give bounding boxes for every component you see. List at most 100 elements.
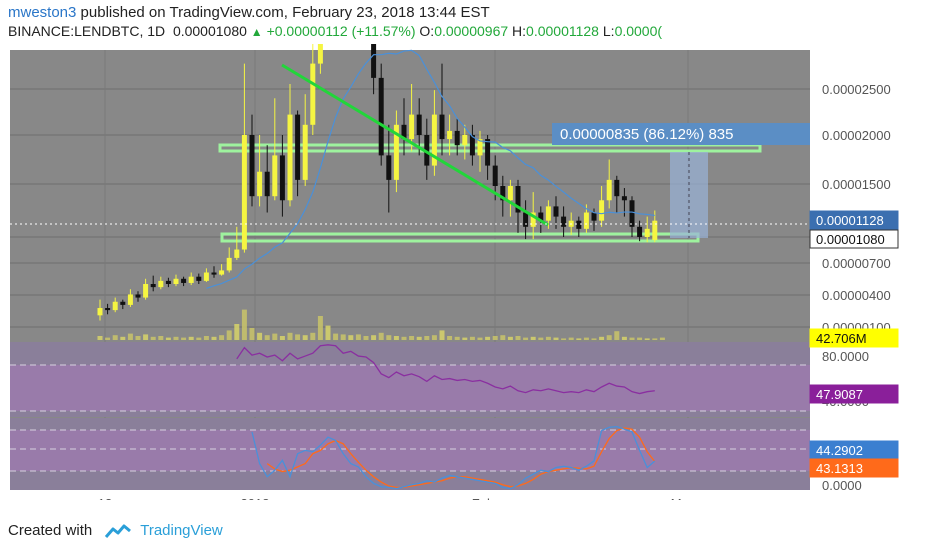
volume-bar	[409, 336, 415, 340]
candle-body	[196, 276, 202, 281]
volume-bar	[272, 333, 278, 340]
volume-bar	[621, 336, 627, 340]
candle-body	[135, 294, 141, 298]
candle-body	[454, 130, 460, 146]
candle-body	[127, 294, 133, 305]
volume-bar	[416, 336, 422, 340]
candle-body	[143, 284, 149, 298]
volume-bar	[561, 338, 567, 340]
price-tick-label: 0.00002500	[822, 82, 891, 97]
candle-body	[181, 278, 187, 283]
stoch-band	[10, 430, 810, 471]
volume-bar	[614, 331, 620, 340]
candle-body	[576, 220, 582, 229]
volume-bar	[629, 337, 635, 340]
candle-body	[462, 135, 468, 146]
chart-area[interactable]: 0.00000835 (86.12%) 835 0.00002500 0.0000…	[0, 0, 932, 520]
volume-bar	[325, 325, 331, 340]
stoch-d-tag-box	[809, 458, 899, 478]
volume-bar	[188, 336, 194, 340]
candle-body	[158, 280, 164, 288]
volume-bar	[492, 336, 498, 340]
candle-body	[234, 249, 240, 258]
candle-body	[424, 135, 430, 166]
volume-bar	[348, 335, 354, 340]
chart-svg[interactable]: 0.00000835 (86.12%) 835 0.00002500 0.0000…	[0, 0, 932, 511]
volume-bar	[523, 337, 529, 340]
volume-bar	[386, 335, 392, 340]
volume-bar	[241, 309, 247, 340]
tradingview-brand[interactable]: TradingView	[140, 522, 223, 539]
stoch-tick-label: 0.0000	[822, 478, 862, 493]
volume-bar	[181, 337, 187, 340]
candle-body	[629, 200, 635, 227]
candle-body	[173, 278, 179, 284]
candle-body	[264, 171, 270, 197]
candle-body	[393, 124, 399, 180]
stoch-k-tag: 44.2902	[816, 443, 863, 458]
price-tick-label: 0.00000400	[822, 288, 891, 303]
volume-bar	[644, 338, 650, 340]
volume-bar	[477, 337, 483, 340]
volume-bar	[363, 336, 369, 340]
volume-bar	[120, 336, 126, 340]
volume-bar	[507, 336, 513, 340]
rsi-value-tag-box	[809, 384, 899, 404]
candle-body	[553, 206, 559, 217]
rsi-line	[236, 344, 655, 395]
volume-bar	[576, 338, 582, 340]
x-tick-label: Mar	[671, 496, 694, 500]
volume-bar	[105, 337, 111, 340]
volume-bar	[530, 336, 536, 340]
volume-bar	[287, 332, 293, 340]
volume-bar	[226, 330, 232, 340]
volume-bar	[606, 335, 612, 340]
last-price-tag-box	[809, 229, 899, 249]
volume-bar	[538, 337, 544, 340]
volume-bar	[257, 332, 263, 340]
price-tick-label: 0.00002000	[822, 128, 891, 143]
published-text: published on TradingView.com, February 2…	[80, 4, 490, 21]
volume-bar	[158, 336, 164, 340]
up-arrow-icon: ▲	[250, 25, 263, 39]
volume-bar	[310, 332, 316, 340]
volume-bar	[135, 336, 141, 340]
candle-body	[165, 280, 171, 284]
candle-body	[371, 22, 377, 78]
candle-body	[485, 139, 491, 166]
publish-line: mweston3 published on TradingView.com, F…	[8, 4, 490, 21]
trend-line	[281, 63, 549, 227]
candle-body	[310, 63, 316, 125]
high-price-tag: 0.00001128	[816, 213, 884, 228]
tradingview-logo-icon	[105, 524, 132, 538]
candle-body	[652, 220, 658, 241]
x-tick-label: 13	[98, 496, 112, 500]
rsi-value-tag: 47.9087	[816, 387, 863, 402]
volume-bar	[553, 337, 559, 340]
publisher-name[interactable]: mweston3	[8, 4, 77, 21]
candle-body	[97, 308, 103, 316]
candle-body	[203, 272, 209, 281]
volume-bar	[112, 335, 118, 340]
candle-body	[112, 301, 118, 311]
candle-body	[606, 179, 612, 201]
rsi-tick-label: 80.0000	[822, 349, 869, 364]
volume-bar	[196, 337, 202, 340]
stoch-d-tag: 43.1313	[816, 461, 863, 476]
volume-bar	[637, 337, 643, 340]
volume-bar	[568, 337, 574, 340]
volume-bar	[165, 337, 171, 340]
volume-bar	[583, 337, 589, 340]
candle-body	[477, 139, 483, 156]
price-tick-label: 0.00000700	[822, 256, 891, 271]
candle-body	[120, 301, 126, 305]
volume-bar	[431, 335, 437, 340]
candle-body	[614, 179, 620, 197]
volume-bar	[340, 334, 346, 340]
x-tick-label: Feb	[472, 496, 494, 500]
volume-bar	[454, 336, 460, 340]
volume-bar	[234, 324, 240, 340]
volume-bar	[447, 336, 453, 340]
candle-body	[469, 135, 475, 156]
rsi-band	[10, 365, 810, 411]
